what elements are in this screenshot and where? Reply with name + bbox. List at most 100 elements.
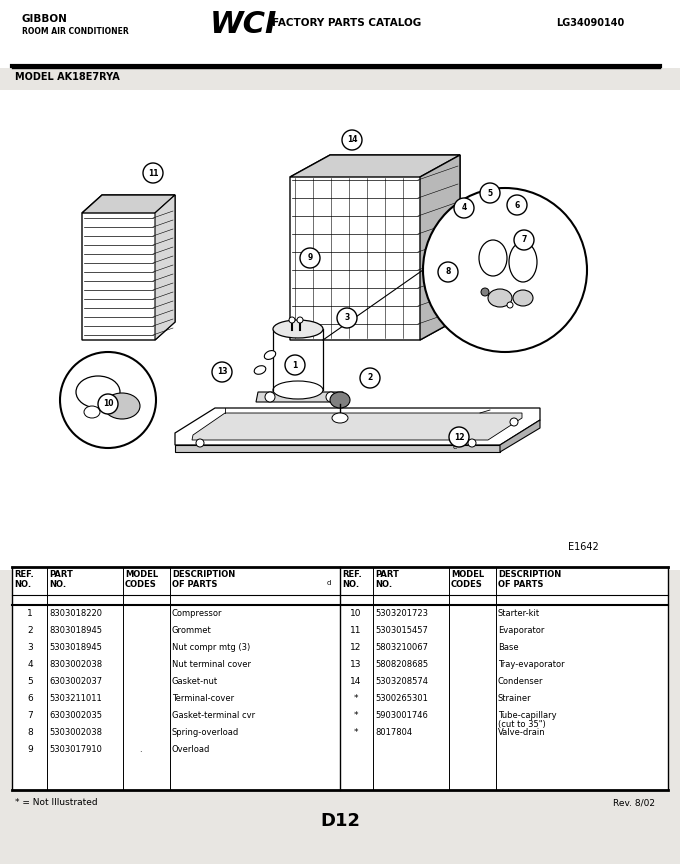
Text: * = Not Illustrated: * = Not Illustrated	[15, 798, 98, 807]
Text: MODEL: MODEL	[451, 570, 484, 579]
Text: 4: 4	[27, 660, 33, 669]
Polygon shape	[290, 155, 460, 177]
Text: 3: 3	[27, 643, 33, 652]
Text: Compressor: Compressor	[172, 609, 222, 618]
Text: Terminal-cover: Terminal-cover	[172, 694, 234, 703]
Circle shape	[300, 248, 320, 268]
Circle shape	[468, 439, 476, 447]
Bar	[0, 68, 680, 90]
Text: 8303002038: 8303002038	[49, 660, 102, 669]
Polygon shape	[82, 195, 175, 340]
Text: 1: 1	[27, 609, 33, 618]
Text: PART: PART	[375, 570, 399, 579]
Text: 5303201723: 5303201723	[375, 609, 428, 618]
Polygon shape	[175, 408, 540, 445]
Text: Overload: Overload	[172, 745, 210, 754]
Text: NO.: NO.	[342, 580, 359, 589]
Text: 8303018220: 8303018220	[49, 609, 102, 618]
Text: 13: 13	[217, 367, 227, 377]
Text: NO.: NO.	[14, 580, 31, 589]
Text: 5303002038: 5303002038	[49, 728, 102, 737]
Bar	[0, 90, 680, 570]
Text: MODEL: MODEL	[125, 570, 158, 579]
Circle shape	[449, 427, 469, 447]
Ellipse shape	[332, 413, 348, 423]
Text: FACTORY PARTS CATALOG: FACTORY PARTS CATALOG	[272, 18, 421, 28]
Text: 5903001746: 5903001746	[375, 711, 428, 720]
Circle shape	[326, 392, 336, 402]
Text: 10: 10	[103, 399, 114, 409]
Polygon shape	[175, 445, 500, 452]
Bar	[0, 790, 680, 864]
Text: 12: 12	[350, 643, 362, 652]
Text: Strainer: Strainer	[498, 694, 532, 703]
Text: Spring-overload: Spring-overload	[172, 728, 239, 737]
Text: Rev. 8/02: Rev. 8/02	[613, 798, 655, 807]
Text: 5: 5	[488, 188, 492, 198]
Text: 9: 9	[27, 745, 33, 754]
Circle shape	[342, 130, 362, 150]
Circle shape	[212, 362, 232, 382]
Text: Valve-drain: Valve-drain	[498, 728, 545, 737]
Ellipse shape	[273, 381, 323, 399]
Text: 8303018945: 8303018945	[49, 626, 102, 635]
Bar	[12, 567, 668, 790]
Polygon shape	[290, 155, 460, 340]
Text: 14: 14	[347, 136, 357, 144]
Text: Nut compr mtg (3): Nut compr mtg (3)	[172, 643, 250, 652]
Ellipse shape	[84, 406, 100, 418]
Circle shape	[337, 308, 357, 328]
Text: 9: 9	[307, 253, 313, 263]
Text: Gasket-terminal cvr: Gasket-terminal cvr	[172, 711, 255, 720]
Ellipse shape	[330, 392, 350, 408]
Circle shape	[481, 288, 489, 296]
Text: 3: 3	[344, 314, 350, 322]
Text: 8: 8	[445, 268, 451, 276]
Polygon shape	[256, 392, 348, 402]
Polygon shape	[82, 195, 175, 213]
Circle shape	[454, 198, 474, 218]
Circle shape	[196, 439, 204, 447]
Text: 1: 1	[292, 360, 298, 370]
Text: DESCRIPTION: DESCRIPTION	[172, 570, 235, 579]
Text: *: *	[354, 711, 358, 720]
Text: NO.: NO.	[49, 580, 66, 589]
Polygon shape	[192, 413, 522, 440]
Ellipse shape	[265, 351, 275, 359]
Text: REF.: REF.	[342, 570, 362, 579]
Circle shape	[510, 418, 518, 426]
Ellipse shape	[273, 320, 323, 338]
Polygon shape	[420, 155, 460, 340]
Text: 6: 6	[27, 694, 33, 703]
Text: 6: 6	[514, 200, 520, 209]
Text: Starter-kit: Starter-kit	[498, 609, 540, 618]
Circle shape	[297, 317, 303, 323]
Circle shape	[285, 355, 305, 375]
Text: GIBBON: GIBBON	[22, 14, 68, 24]
Text: 6303002035: 6303002035	[49, 711, 102, 720]
Circle shape	[423, 188, 587, 352]
Text: .: .	[139, 745, 141, 754]
Text: CODES: CODES	[125, 580, 157, 589]
Text: 12: 12	[454, 433, 464, 442]
Circle shape	[514, 230, 534, 250]
Text: e: e	[453, 444, 457, 450]
Circle shape	[507, 302, 513, 308]
Text: 14: 14	[350, 677, 362, 686]
Bar	[0, 0, 680, 68]
Text: (cut to 35"): (cut to 35")	[498, 720, 546, 729]
Text: 2: 2	[367, 373, 373, 383]
Text: MODEL AK18E7RYA: MODEL AK18E7RYA	[15, 72, 120, 82]
Text: WCI: WCI	[210, 10, 277, 39]
Text: 7: 7	[522, 236, 527, 245]
Circle shape	[289, 317, 295, 323]
Ellipse shape	[488, 289, 512, 307]
Text: OF PARTS: OF PARTS	[498, 580, 543, 589]
Text: 8: 8	[27, 728, 33, 737]
Circle shape	[265, 392, 275, 402]
Text: 7: 7	[27, 711, 33, 720]
Text: 5803210067: 5803210067	[375, 643, 428, 652]
Text: 5: 5	[27, 677, 33, 686]
Text: PART: PART	[49, 570, 73, 579]
Text: d: d	[327, 580, 331, 586]
